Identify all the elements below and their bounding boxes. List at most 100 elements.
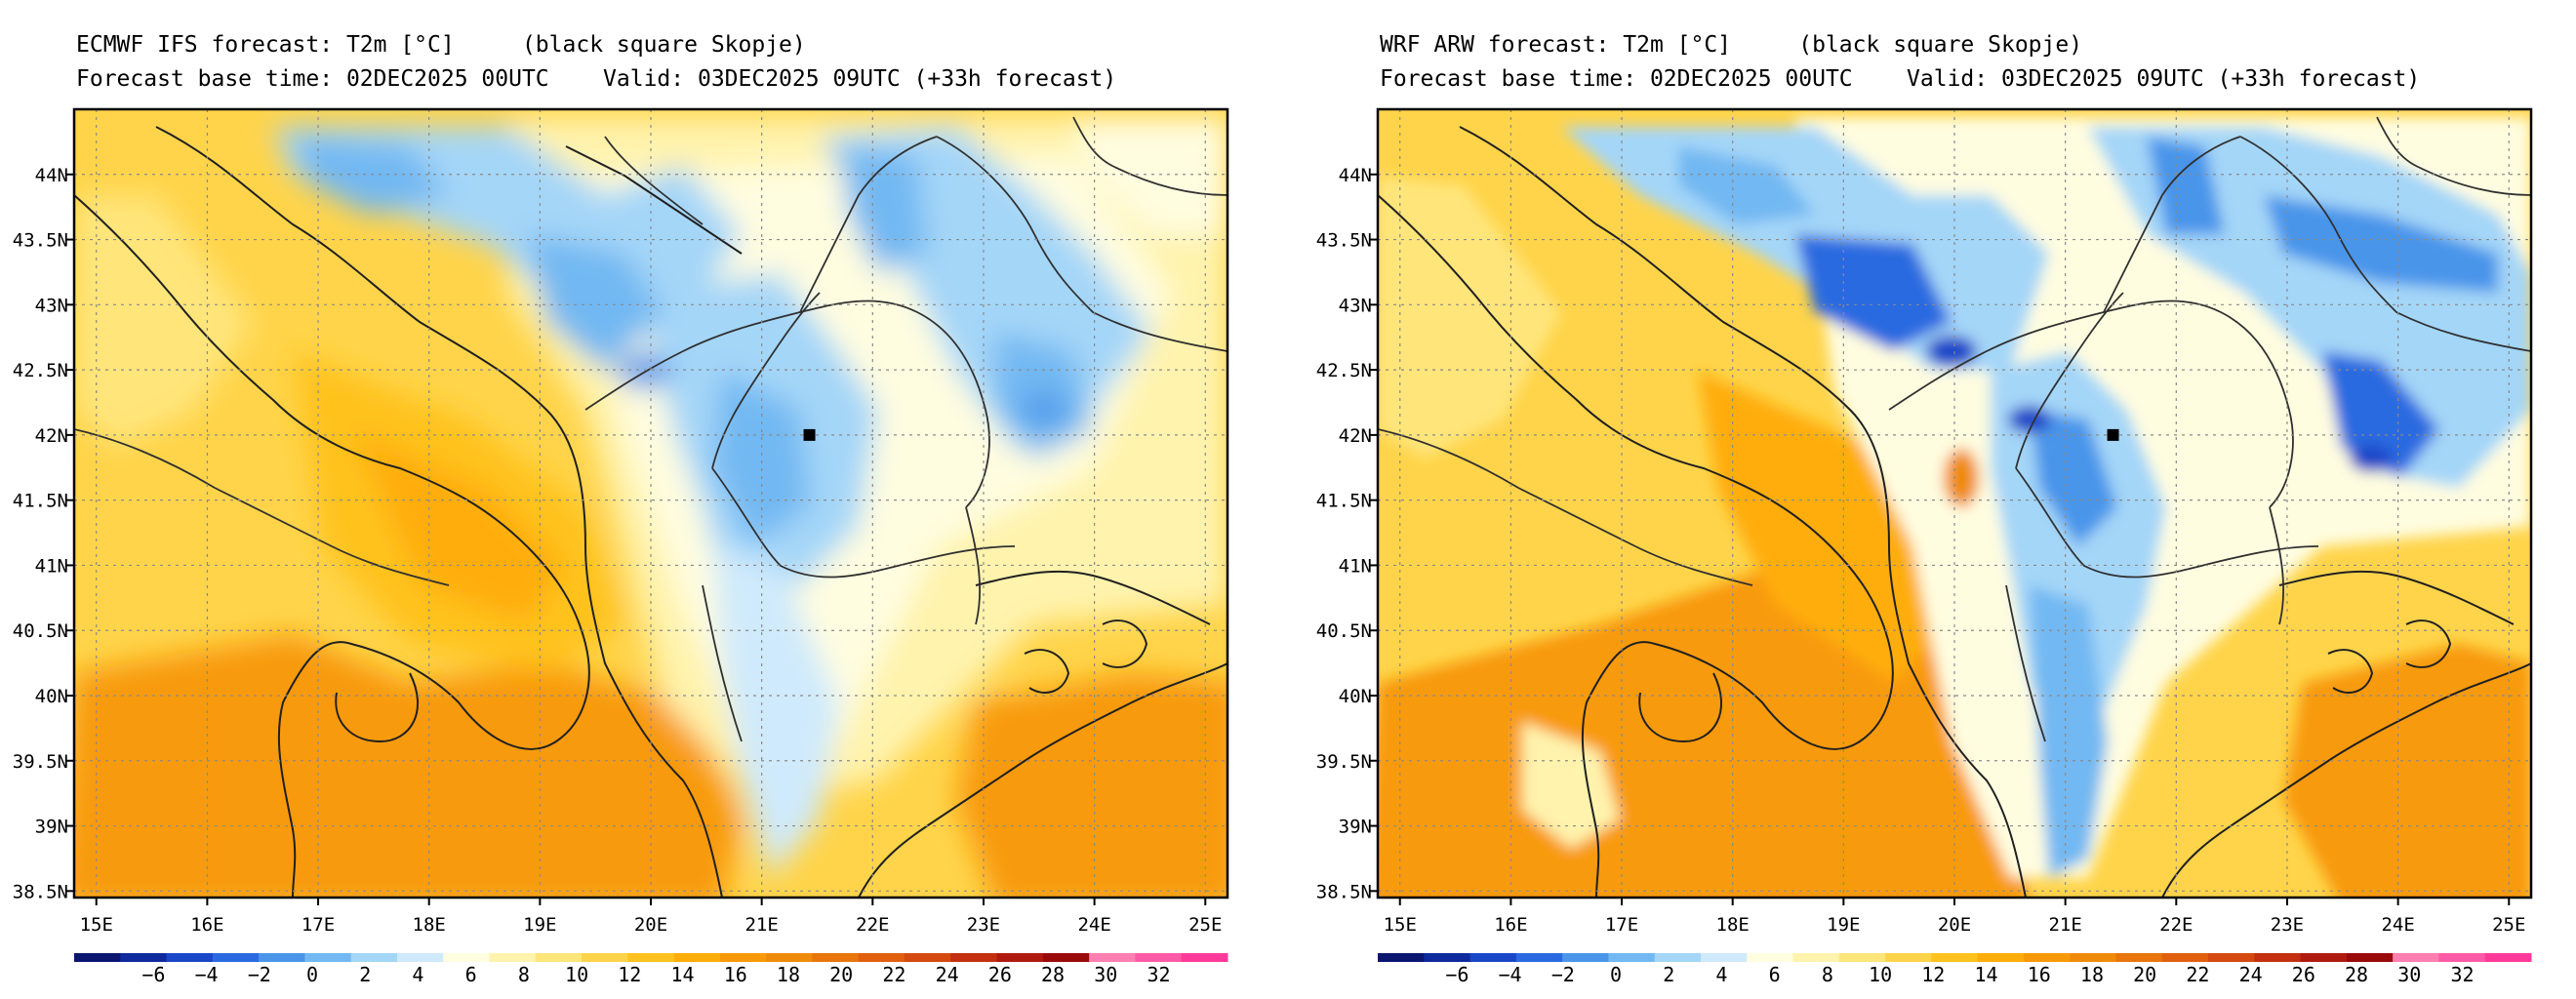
lon-tick-label: 25E: [1188, 914, 1222, 936]
colorbar-swatch: [120, 953, 168, 962]
lat-tick-label: 38.5N: [13, 881, 68, 902]
colorbar-swatch: [1885, 953, 1932, 962]
cold-spot-deep: [617, 353, 671, 388]
lon-tick-label: 17E: [1605, 914, 1638, 936]
colorbar-label: 30: [2397, 963, 2421, 986]
lat-tick-label: 40.5N: [13, 620, 68, 642]
temperature-field: [74, 109, 1228, 898]
colorbar-swatch: [2484, 953, 2532, 962]
colorbar-swatch: [1838, 953, 1886, 962]
lon-tick-label: 22E: [856, 914, 889, 936]
colorbar-label: 8: [518, 963, 530, 986]
colorbar-swatch: [535, 953, 583, 962]
colorbar-label: 14: [1974, 963, 1997, 986]
cold-core-1: [1795, 234, 1952, 351]
colorbar-swatch: [1747, 953, 1794, 962]
lon-tick-label: 20E: [634, 914, 667, 936]
colorbar-label: 6: [1769, 963, 1781, 986]
colorbar-swatch: [259, 953, 305, 962]
colorbar-swatch: [2346, 953, 2394, 962]
colorbar-swatch: [1181, 953, 1228, 962]
colorbar-label: 20: [829, 963, 853, 986]
colorbar-swatch: [350, 953, 398, 962]
cold-core-4: [995, 332, 1093, 459]
colorbar-label: 10: [1869, 963, 1892, 986]
colorbar-swatch: [212, 953, 260, 962]
colorbar-swatch: [1424, 953, 1471, 962]
colorbar-swatch: [396, 953, 444, 962]
colorbar-label: −2: [1551, 963, 1575, 986]
panel-title-line2: Forecast base time: 02DEC2025 00UTC Vali…: [76, 66, 1116, 92]
colorbar-label: 24: [936, 963, 959, 986]
colorbar-swatch: [1562, 953, 1609, 962]
colorbar-label: 10: [565, 963, 588, 986]
italy-south-pale: [1522, 722, 1620, 849]
colorbar-swatch: [1931, 953, 1979, 962]
coastlines: [74, 126, 1228, 898]
lat-tick-label: 41N: [35, 555, 68, 577]
colorbar-swatch: [2208, 953, 2255, 962]
colorbar-swatch: [1135, 953, 1183, 962]
lat-tick-label: 42.5N: [13, 360, 68, 381]
colorbar-swatch: [858, 953, 906, 962]
colorbar-label: −2: [248, 963, 271, 986]
lon-tick-label: 17E: [302, 914, 335, 936]
skopje-marker: [2107, 428, 2119, 441]
warm-aegean-region: [2283, 644, 2531, 898]
colorbar-label: 30: [1094, 963, 1117, 986]
colorbar: −6 −4 −2 0 2 4 6 8 10 12 14 16 18 20 22 24 26 28 30 32: [74, 953, 1228, 986]
colorbar-swatch: [950, 953, 998, 962]
lon-tick-label: 21E: [2048, 914, 2081, 936]
colorbar-label: 0: [306, 963, 318, 986]
colorbar-swatch: [1608, 953, 1656, 962]
lat-tick-label: 41.5N: [13, 491, 68, 512]
colorbar-swatch: [443, 953, 491, 962]
colorbar-swatch: [1469, 953, 1517, 962]
warm-spot: [1944, 449, 1979, 507]
colorbar-label: 12: [1921, 963, 1945, 986]
cold-tongue-south: [2030, 585, 2108, 878]
lat-tick-label: 39N: [1339, 817, 1372, 838]
colorbar-swatch: [812, 953, 860, 962]
colorbar-swatch: [582, 953, 628, 962]
lat-tick-label: 42.5N: [1316, 360, 1372, 381]
skopje-marker: [803, 428, 816, 441]
lat-tick-label: 39N: [35, 817, 68, 838]
colorbar-swatch: [2070, 953, 2116, 962]
lon-tick-label: 15E: [80, 914, 113, 936]
lat-tick-label: 40N: [35, 686, 68, 707]
colorbar-label: 12: [618, 963, 641, 986]
lat-tick-label: 40N: [1339, 686, 1372, 707]
lat-tick-label: 42N: [1339, 425, 1372, 447]
map-axes: 15E 16E 17E 18E 19E 20E 21E 22E 23E 24E 25E 44N 43.5…: [1316, 165, 2526, 936]
lat-tick-label: 44N: [35, 165, 68, 186]
graticule: [74, 109, 1228, 898]
colorbar-label: 22: [882, 963, 906, 986]
colorbar-swatch: [905, 953, 951, 962]
colorbar-label: 32: [2450, 963, 2474, 986]
colorbar-swatch: [1977, 953, 2025, 962]
lat-tick-label: 43N: [1339, 295, 1372, 316]
warm-sea-region: [74, 634, 742, 898]
colorbar-swatch: [1792, 953, 1840, 962]
colorbar-swatch: [2393, 953, 2439, 962]
colorbar-label: 18: [2080, 963, 2104, 986]
country-borders: [1378, 116, 2531, 742]
colorbar-swatch: [1654, 953, 1702, 962]
lat-tick-label: 39.5N: [13, 751, 68, 773]
lat-tick-label: 43.5N: [13, 230, 68, 252]
colorbar-label: 2: [359, 963, 371, 986]
cold-core-1: [293, 137, 449, 215]
lat-tick-label: 41N: [1339, 555, 1372, 577]
colorbar-label: 28: [2345, 963, 2368, 986]
colorbar-swatch: [1042, 953, 1090, 962]
colorbar-swatch: [2161, 953, 2209, 962]
colorbar-label: 6: [465, 963, 477, 986]
colorbar-label: 26: [988, 963, 1012, 986]
warm-aegean-region: [956, 673, 1228, 898]
colorbar-swatch: [1700, 953, 1748, 962]
colorbar-swatch: [304, 953, 352, 962]
colorbar-swatch: [2254, 953, 2302, 962]
lon-tick-label: 25E: [2492, 914, 2525, 936]
